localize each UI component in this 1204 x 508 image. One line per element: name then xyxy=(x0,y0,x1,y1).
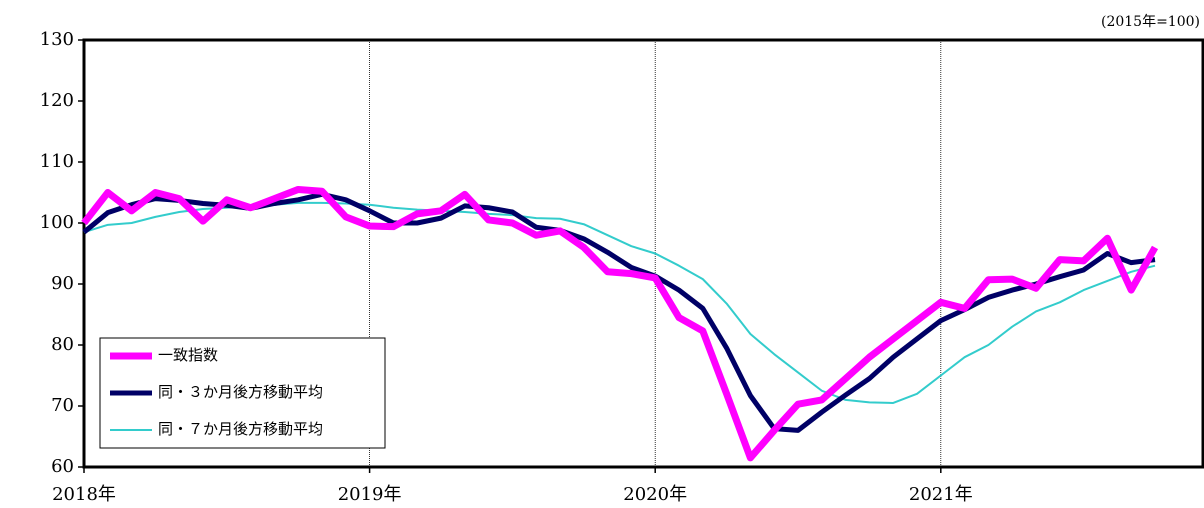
x-tick-label: 2019年 xyxy=(338,484,402,505)
y-tick-label: 110 xyxy=(40,151,74,172)
y-tick-label: 80 xyxy=(51,334,74,355)
legend-label: 同・３か月後方移動平均 xyxy=(158,383,323,401)
x-tick-label: 2021年 xyxy=(909,484,973,505)
plot-frame xyxy=(82,38,1204,469)
x-tick-label: 2020年 xyxy=(623,484,687,505)
unit-note: (2015年=100) xyxy=(1101,14,1200,30)
legend-label: 一致指数 xyxy=(158,346,218,364)
y-tick-label: 100 xyxy=(40,212,74,233)
legend-label: 同・７か月後方移動平均 xyxy=(158,420,323,438)
y-tick-label: 70 xyxy=(51,395,74,416)
series-line xyxy=(81,185,1159,462)
y-tick-label: 120 xyxy=(40,90,74,111)
x-tick-label: 2018年 xyxy=(52,484,116,505)
y-tick-label: 130 xyxy=(40,29,74,50)
y-tick-label: 90 xyxy=(51,273,74,294)
y-tick-label: 60 xyxy=(51,456,74,477)
